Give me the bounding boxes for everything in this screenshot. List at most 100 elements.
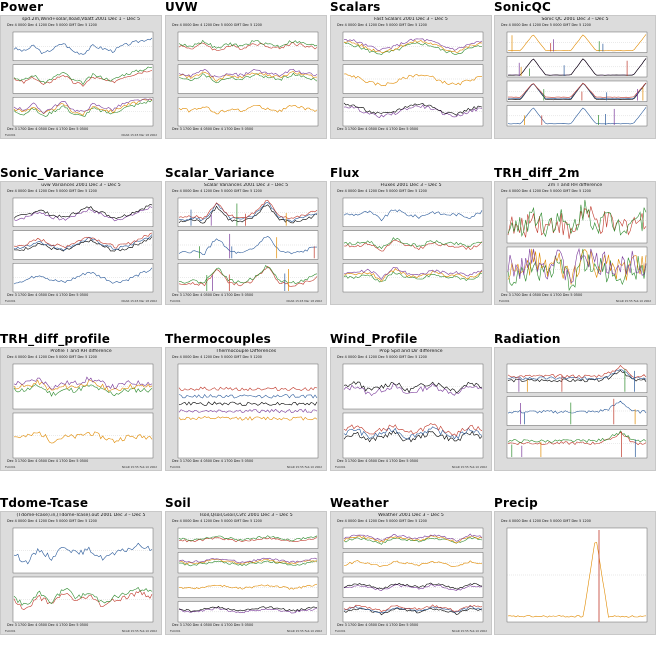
- series-line: [507, 34, 647, 52]
- plot-thumbnail[interactable]: Prop Spd and Dir difference Dec 4 0000 De…: [330, 347, 492, 471]
- date-axis-top: Dec 4 0000 Dec 4 1200 Dec 5 0000 GMT Dec…: [337, 23, 427, 27]
- plot-link-title[interactable]: Thermocouples: [165, 332, 272, 346]
- chart-svg: [342, 363, 484, 459]
- plot-link-title[interactable]: UVW: [165, 0, 198, 14]
- series-line: [178, 606, 318, 612]
- plot-thumbnail[interactable]: (Tdome-Tcase).in,(Tdome-Tcase).out 2001 …: [0, 511, 162, 635]
- date-axis-top: Dec 4 0000 Dec 4 1200 Dec 5 0000 GMT Dec…: [7, 189, 97, 193]
- plot-link-title[interactable]: Precip: [494, 496, 538, 510]
- plot-thumbnail[interactable]: Scalar Variances 2001 Dec 3 – Dec 5 Dec 4…: [165, 181, 327, 305]
- plot-thumbnail[interactable]: Dec 4 0000 Dec 4 1200 Dec 5 0000 GMT Dec…: [494, 511, 656, 635]
- series-line: [178, 408, 318, 414]
- plot-thumbnail[interactable]: Profile T and RH difference Dec 4 0000 De…: [0, 347, 162, 471]
- plot-thumbnail[interactable]: Fast Scalars 2001 Dec 3 – Dec 5 Dec 4 000…: [330, 15, 492, 139]
- plot-link-title[interactable]: Radiation: [494, 332, 561, 346]
- plot-footer: FLUX01 NCAR 15:45 Mar 18 2002: [5, 133, 157, 137]
- date-axis-bottom: Dec 3 1700 Dec 4 0500 Dec 4 1700 Dec 5 0…: [337, 459, 419, 463]
- plot-cell-scalar-variance: Scalar_Variance Scalar Variances 2001 Dec…: [165, 166, 327, 305]
- series-line: [178, 39, 318, 49]
- plot-title: Prop Spd and Dir difference: [379, 349, 443, 354]
- date-axis-top: Dec 4 0000 Dec 4 1200 Dec 5 0000 GMT Dec…: [337, 519, 427, 523]
- series-line: [13, 70, 153, 87]
- series-line: [178, 401, 318, 406]
- plot-link-title[interactable]: Soil: [165, 496, 191, 510]
- chart-svg: [12, 197, 154, 293]
- plot-link-title[interactable]: Scalars: [330, 0, 381, 14]
- series-line: [13, 589, 153, 610]
- series-line: [178, 583, 318, 590]
- series-line: [343, 604, 483, 613]
- plot-cell-flux: Flux Fluxes 2001 Dec 3 – Dec 5 Dec 4 0000 …: [330, 166, 492, 305]
- series-line: [13, 98, 153, 116]
- plot-link-title[interactable]: Wind_Profile: [330, 332, 418, 346]
- plot-footer: FLUX01 NCAR 15:55 Feb 10 2002: [5, 629, 157, 633]
- plot-thumbnail[interactable]: Fluxes 2001 Dec 3 – Dec 5 Dec 4 0000 Dec …: [330, 181, 492, 305]
- series-line: [13, 587, 153, 606]
- plot-link-title[interactable]: Scalar_Variance: [165, 166, 275, 180]
- plot-thumbnail[interactable]: Thermocouple Differences Dec 4 0000 Dec 4…: [165, 347, 327, 471]
- series-line: [343, 38, 483, 52]
- plot-link-title[interactable]: TRH_diff_profile: [0, 332, 111, 346]
- plot-thumbnail[interactable]: Sonic QC 2001 Dec 3 – Dec 5 Dec 4 0000 De…: [494, 15, 656, 139]
- plot-link-title[interactable]: Sonic_Variance: [0, 166, 105, 180]
- plot-thumbnail[interactable]: [494, 347, 656, 471]
- footer-right: NCAR 15:45 Mar 18 2002: [121, 299, 157, 303]
- plot-link-title[interactable]: Flux: [330, 166, 360, 180]
- series-line: [507, 369, 647, 383]
- plot-title: (Tdome-Tcase).in,(Tdome-Tcase).out 2001 …: [16, 513, 146, 518]
- plot-title: Tsoil,Qsoil,Gsoil,Cvfc 2001 Dec 3 – Dec …: [199, 513, 293, 518]
- series-line: [343, 239, 483, 252]
- series-line: [13, 376, 153, 390]
- chart-svg: [177, 527, 319, 623]
- series-line: [343, 430, 483, 443]
- date-axis-bottom: Dec 3 1700 Dec 4 0500 Dec 4 1700 Dec 5 0…: [7, 459, 89, 463]
- footer-right: NCAR 15:45 Mar 18 2002: [286, 299, 322, 303]
- plot-cell-trh-diff-profile: TRH_diff_profile Profile T and RH differe…: [0, 332, 162, 471]
- series-line: [178, 265, 318, 287]
- plot-thumbnail[interactable]: Weather 2001 Dec 3 – Dec 5 Dec 4 0000 Dec…: [330, 511, 492, 635]
- plot-link-title[interactable]: TRH_diff_2m: [494, 166, 580, 180]
- plot-cell-wind-profile: Wind_Profile Prop Spd and Dir difference D…: [330, 332, 492, 471]
- plot-title: Thermocouple Differences: [215, 349, 277, 354]
- series-line: [343, 560, 483, 568]
- footer-left: FLUX01: [170, 465, 181, 469]
- plot-thumbnail[interactable]: 2m T and RH difference Dec 4 0000 Dec 4 1…: [494, 181, 656, 305]
- plot-thumbnail[interactable]: spd.2m,Wind+solar,Iload,Vbatt 2001 Dec 1…: [0, 15, 162, 139]
- plot-cell-precip: Precip Dec 4 0000 Dec 4 1200 Dec 5 0000 G…: [494, 496, 656, 635]
- date-axis-bottom: Dec 3 1700 Dec 4 0500 Dec 4 1700 Dec 5 0…: [172, 293, 254, 297]
- date-axis-top: Dec 4 0000 Dec 4 1200 Dec 5 0000 GMT Dec…: [501, 519, 591, 523]
- chart-svg: [177, 31, 319, 127]
- series-line: [178, 72, 318, 84]
- footer-left: FLUX01: [5, 299, 16, 303]
- series-line: [178, 558, 318, 565]
- date-axis-top: Dec 4 0000 Dec 4 1200 Dec 5 0000 GMT Dec…: [337, 189, 427, 193]
- series-line: [507, 82, 647, 98]
- chart-svg: [12, 31, 154, 127]
- footer-right: NCAR 15:45 Mar 18 2002: [121, 133, 157, 137]
- plot-title: uvw Variances 2001 Dec 3 – Dec 5: [41, 183, 121, 188]
- plot-title: Fast Scalars 2001 Dec 3 – Dec 5: [374, 17, 448, 22]
- series-line: [178, 71, 318, 82]
- plot-thumbnail[interactable]: uvw Variances 2001 Dec 3 – Dec 5 Dec 4 00…: [0, 181, 162, 305]
- series-line: [343, 237, 483, 249]
- plot-link-title[interactable]: Weather: [330, 496, 389, 510]
- plot-title: Sonic QC 2001 Dec 3 – Dec 5: [541, 17, 609, 22]
- plot-title: Scalar Variances 2001 Dec 3 – Dec 5: [203, 183, 289, 188]
- plot-thumbnail[interactable]: Dec 4 0000 Dec 4 1200 Dec 5 0000 GMT Dec…: [165, 15, 327, 139]
- series-line: [343, 582, 483, 590]
- footer-left: FLUX01: [170, 299, 181, 303]
- plot-thumbnail[interactable]: Tsoil,Qsoil,Gsoil,Cvfc 2001 Dec 3 – Dec …: [165, 511, 327, 635]
- footer-right: NCAR 15:55 Feb 10 2002: [286, 629, 322, 633]
- plot-link-title[interactable]: Power: [0, 0, 44, 14]
- series-line: [343, 41, 483, 56]
- plot-footer: FLUX01 NCAR 15:55 Feb 10 2002: [335, 629, 487, 633]
- plot-link-title[interactable]: SonicQC: [494, 0, 552, 14]
- plot-cell-weather: Weather Weather 2001 Dec 3 – Dec 5 Dec 4 0…: [330, 496, 492, 635]
- series-line: [178, 199, 318, 220]
- plot-title: Weather 2001 Dec 3 – Dec 5: [378, 513, 444, 518]
- plot-cell-soil: Soil Tsoil,Qsoil,Gsoil,Cvfc 2001 Dec 3 – …: [165, 496, 327, 635]
- series-line: [178, 42, 318, 51]
- footer-right: NCAR 15:55 Feb 10 2002: [286, 465, 322, 469]
- plot-cell-sonicqc: SonicQC Sonic QC 2001 Dec 3 – Dec 5 Dec 4 …: [494, 0, 656, 139]
- plot-link-title[interactable]: Tdome-Tcase: [0, 496, 89, 510]
